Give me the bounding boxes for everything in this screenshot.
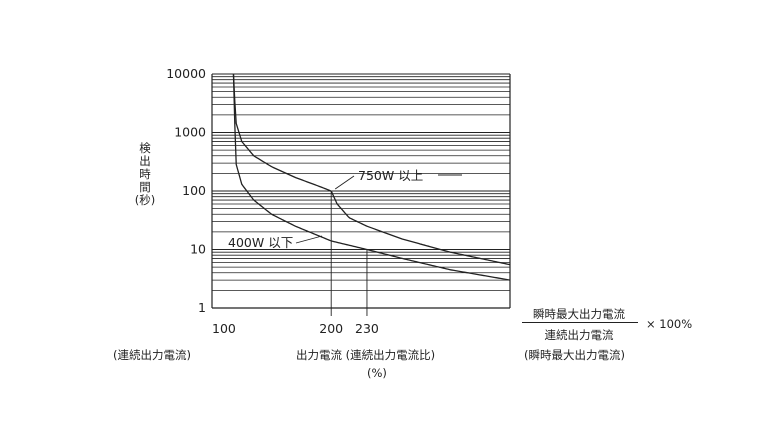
fraction-denominator: 連続出力電流 xyxy=(544,328,614,342)
series-line-750w xyxy=(232,73,511,266)
y-axis-label-char: 時 xyxy=(139,167,151,181)
chart-series xyxy=(232,73,511,281)
y-axis-label-char: (秒) xyxy=(134,193,156,207)
x-tick-labels: 100 200 230 xyxy=(212,321,379,336)
y-tick-label: 10000 xyxy=(166,66,206,81)
fraction-multiplier: × 100% xyxy=(646,317,693,331)
y-tick-labels: 10000 1000 100 10 1 xyxy=(166,66,206,315)
y-tick-label: 1 xyxy=(198,300,206,315)
x-under-left-label: (連続出力電流) xyxy=(113,348,191,362)
y-tick-label: 1000 xyxy=(174,125,206,140)
x-axis-unit: (%) xyxy=(367,366,387,380)
x-axis-title: 出力電流 (連続出力電流比) xyxy=(296,348,436,362)
series-line-400w xyxy=(232,73,511,281)
fraction-bar xyxy=(522,322,638,323)
y-axis-label-char: 出 xyxy=(139,154,151,168)
x-under-right-label: (瞬時最大出力電流) xyxy=(524,348,625,362)
leader-line-400w xyxy=(295,235,323,244)
y-axis-label: 検出時間 (秒) xyxy=(132,142,158,207)
y-tick-label: 100 xyxy=(182,183,206,198)
chart-axes xyxy=(211,74,511,309)
y-tick-label: 10 xyxy=(190,242,206,257)
x-tick-label: 200 xyxy=(319,321,343,336)
y-axis-label-char: 検 xyxy=(139,141,151,155)
leader-line-750w xyxy=(334,175,355,190)
y-axis-label-char: 間 xyxy=(139,180,151,194)
fraction-numerator: 瞬時最大出力電流 xyxy=(533,307,625,321)
chart-gridlines xyxy=(212,73,510,309)
series-label-750w: 750W 以上 xyxy=(358,168,423,183)
guide-lines xyxy=(330,191,368,316)
x-tick-label: 100 xyxy=(212,321,236,336)
series-label-400w: 400W 以下 xyxy=(228,235,293,250)
x-tick-label: 230 xyxy=(355,321,379,336)
series-annotations: 750W 以上 400W 以下 xyxy=(228,168,462,250)
